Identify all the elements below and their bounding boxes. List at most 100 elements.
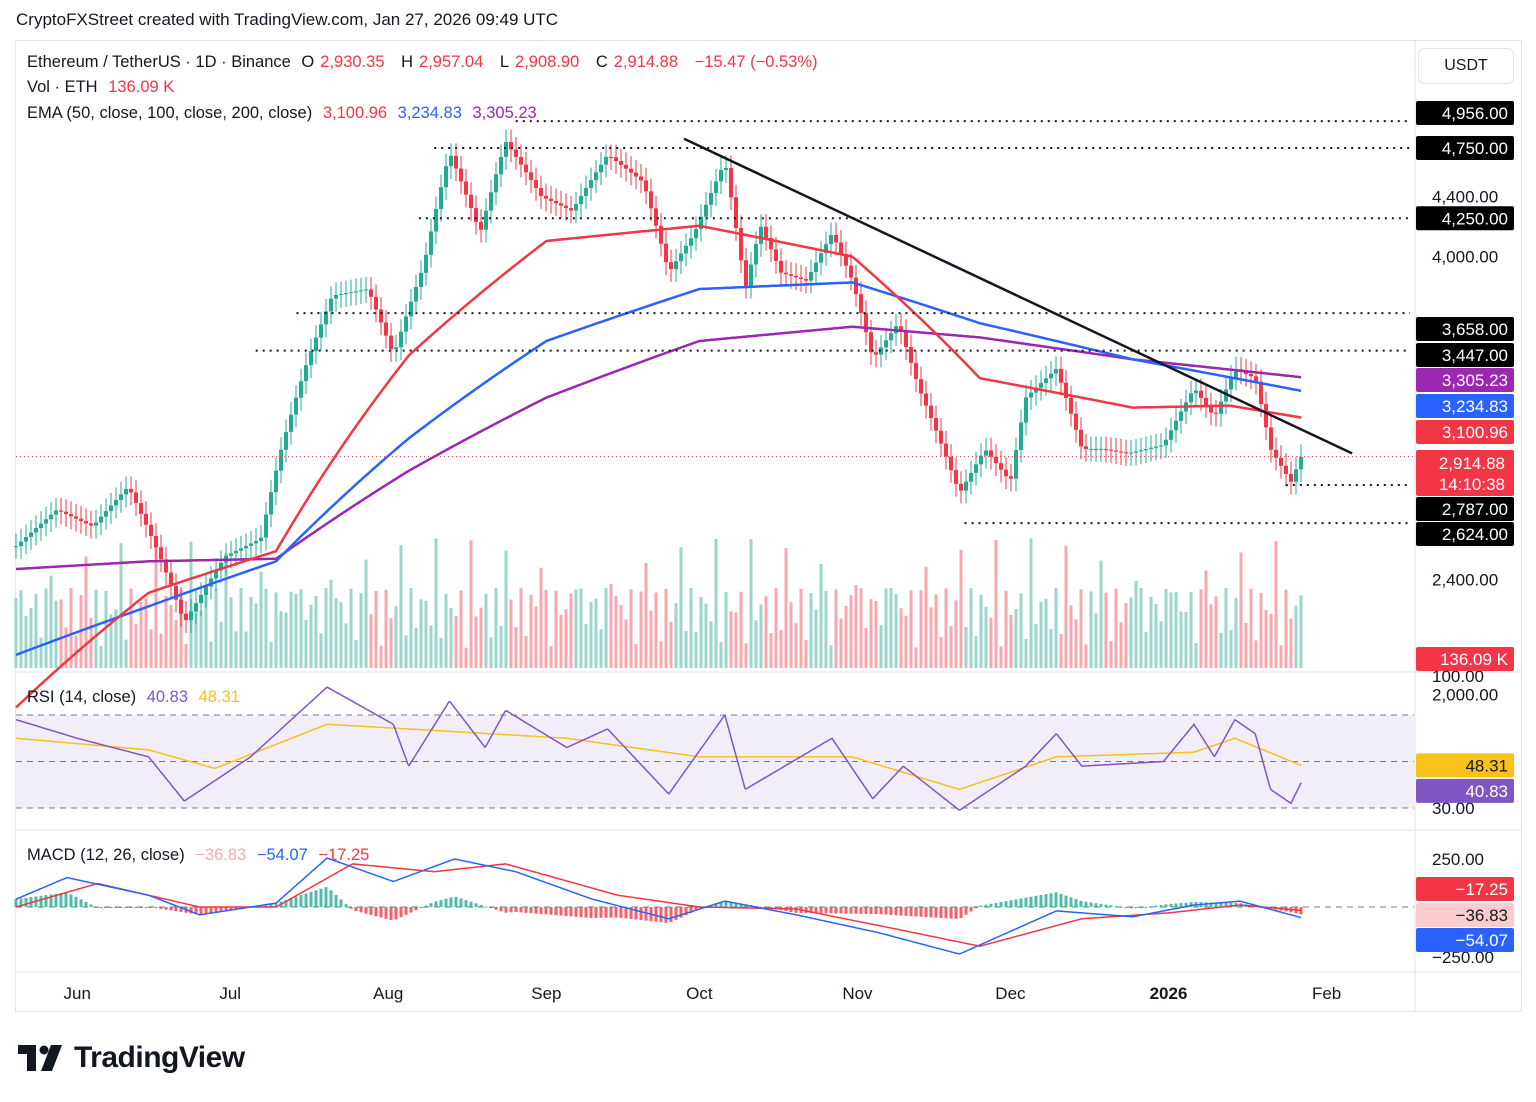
macd-hist-bar xyxy=(79,899,83,907)
macd-hist-bar xyxy=(1049,893,1053,907)
macd-hist-bar xyxy=(469,901,473,907)
candle-body xyxy=(354,291,358,293)
macd-hist-bar xyxy=(479,904,483,907)
macd-hist-bar xyxy=(104,907,108,908)
candle-body xyxy=(1189,393,1193,403)
price-level-label: 3,658.00 xyxy=(1442,320,1508,339)
currency-button[interactable]: USDT xyxy=(1418,48,1514,84)
volume-axis-label-bg xyxy=(1416,647,1514,671)
volume-bar xyxy=(914,647,918,668)
macd-hist-bar xyxy=(199,907,203,915)
candle-body xyxy=(759,226,763,244)
volume-bar xyxy=(639,591,643,668)
volume-bar xyxy=(1214,596,1218,668)
volume-bar xyxy=(829,645,833,668)
candle-body xyxy=(1289,473,1293,482)
symbol-name[interactable]: Ethereum / TetherUS · 1D · Binance xyxy=(27,53,291,71)
volume-bar xyxy=(1094,613,1098,668)
candle-body xyxy=(1279,457,1283,466)
candle-body xyxy=(109,505,113,512)
ema-label[interactable]: EMA (50, close, 100, close, 200, close) xyxy=(27,104,313,122)
candle-body xyxy=(1199,390,1203,398)
candle-body xyxy=(939,430,943,444)
volume-label[interactable]: Vol · ETH xyxy=(27,78,98,96)
macd-hist-bar xyxy=(519,907,523,913)
volume-bar xyxy=(609,583,613,668)
volume-bar xyxy=(624,619,628,668)
volume-bar xyxy=(979,594,983,668)
price-level-label: 4,750.00 xyxy=(1442,139,1508,158)
macd-hist-bar xyxy=(724,900,728,907)
volume-bar xyxy=(404,635,408,668)
candle-body xyxy=(489,192,493,211)
macd-hist-bar xyxy=(209,907,213,914)
volume-bar xyxy=(594,598,598,668)
low-value: 2,908.90 xyxy=(515,53,580,71)
chart-frame[interactable] xyxy=(15,40,1522,1012)
volume-bar xyxy=(779,629,783,668)
macd-hist-bar xyxy=(289,898,293,907)
macd-hist-bar xyxy=(84,901,88,907)
volume-bar xyxy=(1279,645,1283,668)
candle-body xyxy=(434,208,438,232)
macd-hist-bar xyxy=(394,907,398,920)
candle-body xyxy=(1064,382,1068,399)
candle-body xyxy=(164,559,168,573)
volume-bar xyxy=(879,625,883,668)
candle-body xyxy=(754,243,758,265)
macd-hist-bar xyxy=(859,907,863,914)
rsi-axis-label-bg xyxy=(1416,778,1514,803)
price-level-label: 3,447.00 xyxy=(1442,346,1508,365)
candle-body xyxy=(49,514,53,520)
rsi-label[interactable]: RSI (14, close) xyxy=(27,688,137,706)
candle-body xyxy=(309,351,313,366)
macd-signal-line xyxy=(15,863,1302,947)
candle-body xyxy=(509,142,513,150)
volume-bar xyxy=(519,588,523,668)
candle-body xyxy=(1244,371,1248,374)
volume-bar xyxy=(994,539,998,668)
volume-bar xyxy=(1149,596,1153,668)
candle-body xyxy=(369,289,373,297)
candle-body xyxy=(1114,450,1118,452)
macd-hist-bar xyxy=(1174,903,1178,907)
macd-label[interactable]: MACD (12, 26, close) xyxy=(27,846,185,864)
macd-hist-bar xyxy=(554,907,558,916)
price-level-label-bg xyxy=(1416,136,1514,160)
volume-bar xyxy=(334,598,338,668)
macd-hist-bar xyxy=(344,904,348,907)
volume-bar xyxy=(344,623,348,668)
macd-hist-bar xyxy=(1094,903,1098,907)
candle-body xyxy=(599,164,603,173)
candle-body xyxy=(1079,429,1083,447)
volume-bar xyxy=(954,600,958,668)
macd-hist-bar xyxy=(94,906,98,908)
volume-bar xyxy=(1169,592,1173,668)
macd-hist-bar xyxy=(1169,903,1173,907)
candle-body xyxy=(589,180,593,189)
macd-hist-bar xyxy=(299,895,303,907)
candle-body xyxy=(244,545,248,549)
candle-body xyxy=(904,331,908,348)
tradingview-logo[interactable]: TradingView xyxy=(18,1040,245,1076)
macd-hist-bar xyxy=(854,907,858,914)
volume-bar xyxy=(429,625,433,668)
macd-hist-bar xyxy=(89,904,93,907)
candle-body xyxy=(1159,445,1163,447)
macd-hist-bar xyxy=(149,907,153,908)
volume-bar xyxy=(1164,589,1168,668)
time-axis-label: Feb xyxy=(1312,984,1341,1003)
volume-bar xyxy=(1004,590,1008,668)
macd-hist-bar xyxy=(1019,898,1023,907)
candle-body xyxy=(1274,449,1278,458)
volume-bar xyxy=(744,643,748,668)
macd-hist-bar xyxy=(824,907,828,914)
volume-bar xyxy=(1154,603,1158,668)
macd-hist-value: −36.83 xyxy=(195,846,247,864)
macd-hist-bar xyxy=(839,907,843,914)
volume-bars xyxy=(14,538,1303,668)
macd-hist-bar xyxy=(1059,893,1063,907)
volume-bar xyxy=(584,623,588,668)
volume-bar xyxy=(274,592,278,668)
